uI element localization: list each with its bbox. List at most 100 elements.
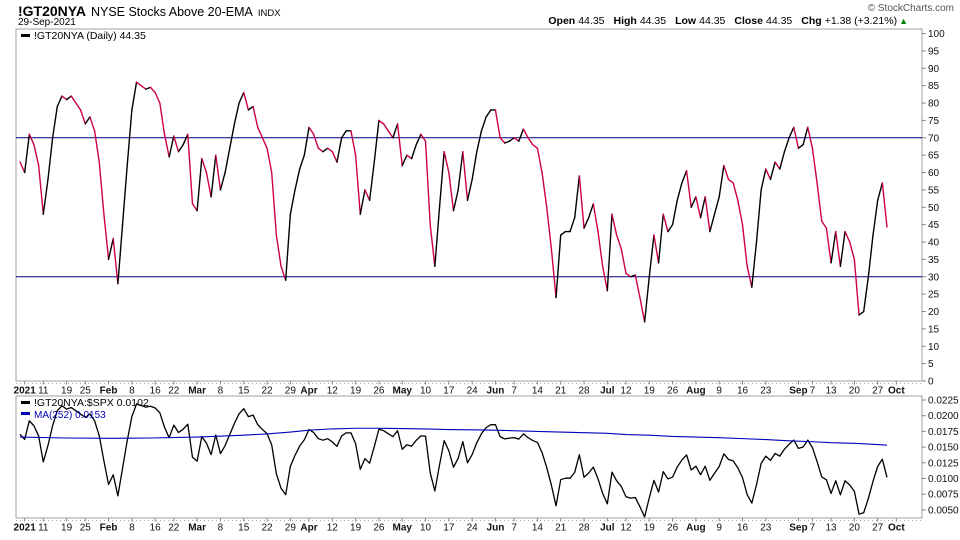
price-line-segment xyxy=(625,272,632,278)
price-line-segment xyxy=(578,175,585,229)
price-line-segment xyxy=(75,102,82,111)
y-axis-label: 25 xyxy=(928,290,940,301)
price-line-segment xyxy=(737,199,744,226)
price-line-segment xyxy=(466,178,473,202)
x-axis-label: 21 xyxy=(555,386,567,397)
price-line-segment xyxy=(424,140,431,226)
x-axis-label: 25 xyxy=(80,523,92,534)
x-axis-label: 17 xyxy=(443,386,455,397)
price-line-segment xyxy=(224,147,231,174)
price-line-segment xyxy=(121,164,128,226)
low-value: 44.35 xyxy=(699,15,726,27)
price-line-segment xyxy=(37,164,45,215)
price-line-segment xyxy=(163,133,170,158)
y-axis-label: 10 xyxy=(928,342,940,353)
y-axis-label: 0.0225 xyxy=(928,396,959,407)
x-axis-label: 25 xyxy=(80,386,92,397)
x-axis-label: 26 xyxy=(667,386,679,397)
x-axis-label: 29 xyxy=(285,386,297,397)
price-line-segment xyxy=(154,91,161,104)
y-axis-label: 30 xyxy=(928,272,940,283)
y-axis-label: 75 xyxy=(928,116,940,127)
x-axis-label: 27 xyxy=(872,523,884,534)
price-line-segment xyxy=(65,95,72,101)
x-axis-label: 7 xyxy=(810,386,816,397)
y-axis-label: 0.0125 xyxy=(928,458,959,469)
price-line-segment xyxy=(93,130,100,163)
y-axis-label: 80 xyxy=(928,99,940,110)
price-line-segment xyxy=(755,189,762,243)
price-line-segment xyxy=(56,95,63,108)
price-line-segment xyxy=(550,248,557,299)
price-line-segment xyxy=(368,161,375,202)
x-axis-label: 15 xyxy=(238,386,250,397)
y-axis-label: 100 xyxy=(928,29,945,40)
y-axis-label: 0.0200 xyxy=(928,411,959,422)
price-line-segment xyxy=(671,199,678,226)
price-line-segment xyxy=(718,164,725,198)
price-line-segment xyxy=(298,154,306,170)
price-line-segment xyxy=(676,182,683,202)
up-triangle-icon: ▲ xyxy=(899,16,908,26)
price-line-segment xyxy=(634,274,641,299)
price-line-segment xyxy=(275,234,282,268)
price-line-segment xyxy=(853,258,860,316)
y-axis-label: 40 xyxy=(928,238,940,249)
ratio-line xyxy=(19,403,888,518)
price-line-segment xyxy=(415,133,422,146)
x-axis-label: 29 xyxy=(285,523,297,534)
y-axis-label: 90 xyxy=(928,64,940,75)
price-line-segment xyxy=(364,189,371,202)
price-line-segment xyxy=(149,86,156,94)
price-line-segment xyxy=(541,171,548,208)
x-axis-label: 22 xyxy=(261,523,273,534)
price-line-segment xyxy=(294,168,301,191)
y-axis-label: 35 xyxy=(928,255,940,266)
x-axis-label: Apr xyxy=(300,386,317,397)
price-line-segment xyxy=(51,105,58,139)
price-line-segment xyxy=(741,223,748,268)
price-line-segment xyxy=(89,116,96,132)
x-axis-label: 12 xyxy=(620,523,632,534)
x-axis-label: 8 xyxy=(218,523,224,534)
price-line-segment xyxy=(807,126,814,149)
y-axis-label: 60 xyxy=(928,168,940,179)
y-axis-label: 45 xyxy=(928,220,940,231)
x-axis-label: Jul xyxy=(600,386,615,397)
price-line-segment xyxy=(187,133,194,205)
x-axis-label: 12 xyxy=(327,523,339,534)
x-axis-label: 9 xyxy=(716,523,722,534)
x-axis-label: 10 xyxy=(420,386,432,397)
price-line-segment xyxy=(243,91,250,111)
open-label: Open xyxy=(548,15,576,27)
x-axis-label: 27 xyxy=(872,386,884,397)
x-axis-label: 23 xyxy=(760,386,772,397)
x-axis-label: 7 xyxy=(810,523,816,534)
price-line-segment xyxy=(373,119,380,163)
x-axis-label: Sep xyxy=(789,523,807,534)
ratio-legend-label: !GT20NYA:$SPX 0.0102 xyxy=(34,397,149,409)
price-line-segment xyxy=(387,130,394,139)
price-line-segment xyxy=(690,196,697,208)
price-line-segment xyxy=(112,237,119,285)
price-line-segment xyxy=(182,133,189,146)
y-axis-label: 5 xyxy=(928,359,934,370)
x-axis-label: Aug xyxy=(686,386,705,397)
chart-date: 29-Sep-2021 xyxy=(18,17,76,28)
high-label: High xyxy=(613,15,637,27)
x-axis-label: Mar xyxy=(188,386,206,397)
price-line-segment xyxy=(201,157,208,174)
price-line-segment xyxy=(662,213,669,233)
x-axis-label: 16 xyxy=(150,386,162,397)
price-line-segment xyxy=(494,109,501,139)
price-line-segment xyxy=(317,147,324,153)
x-axis-label: 13 xyxy=(826,386,838,397)
price-line-segment xyxy=(620,248,627,274)
x-axis-label: 14 xyxy=(532,523,544,534)
x-axis-label: Oct xyxy=(888,386,905,397)
price-line-segment xyxy=(420,133,427,142)
price-line-segment xyxy=(448,171,455,212)
x-axis-label: 10 xyxy=(420,523,432,534)
x-axis-label: 11 xyxy=(38,386,49,397)
copyright: © StockCharts.com xyxy=(867,3,954,14)
